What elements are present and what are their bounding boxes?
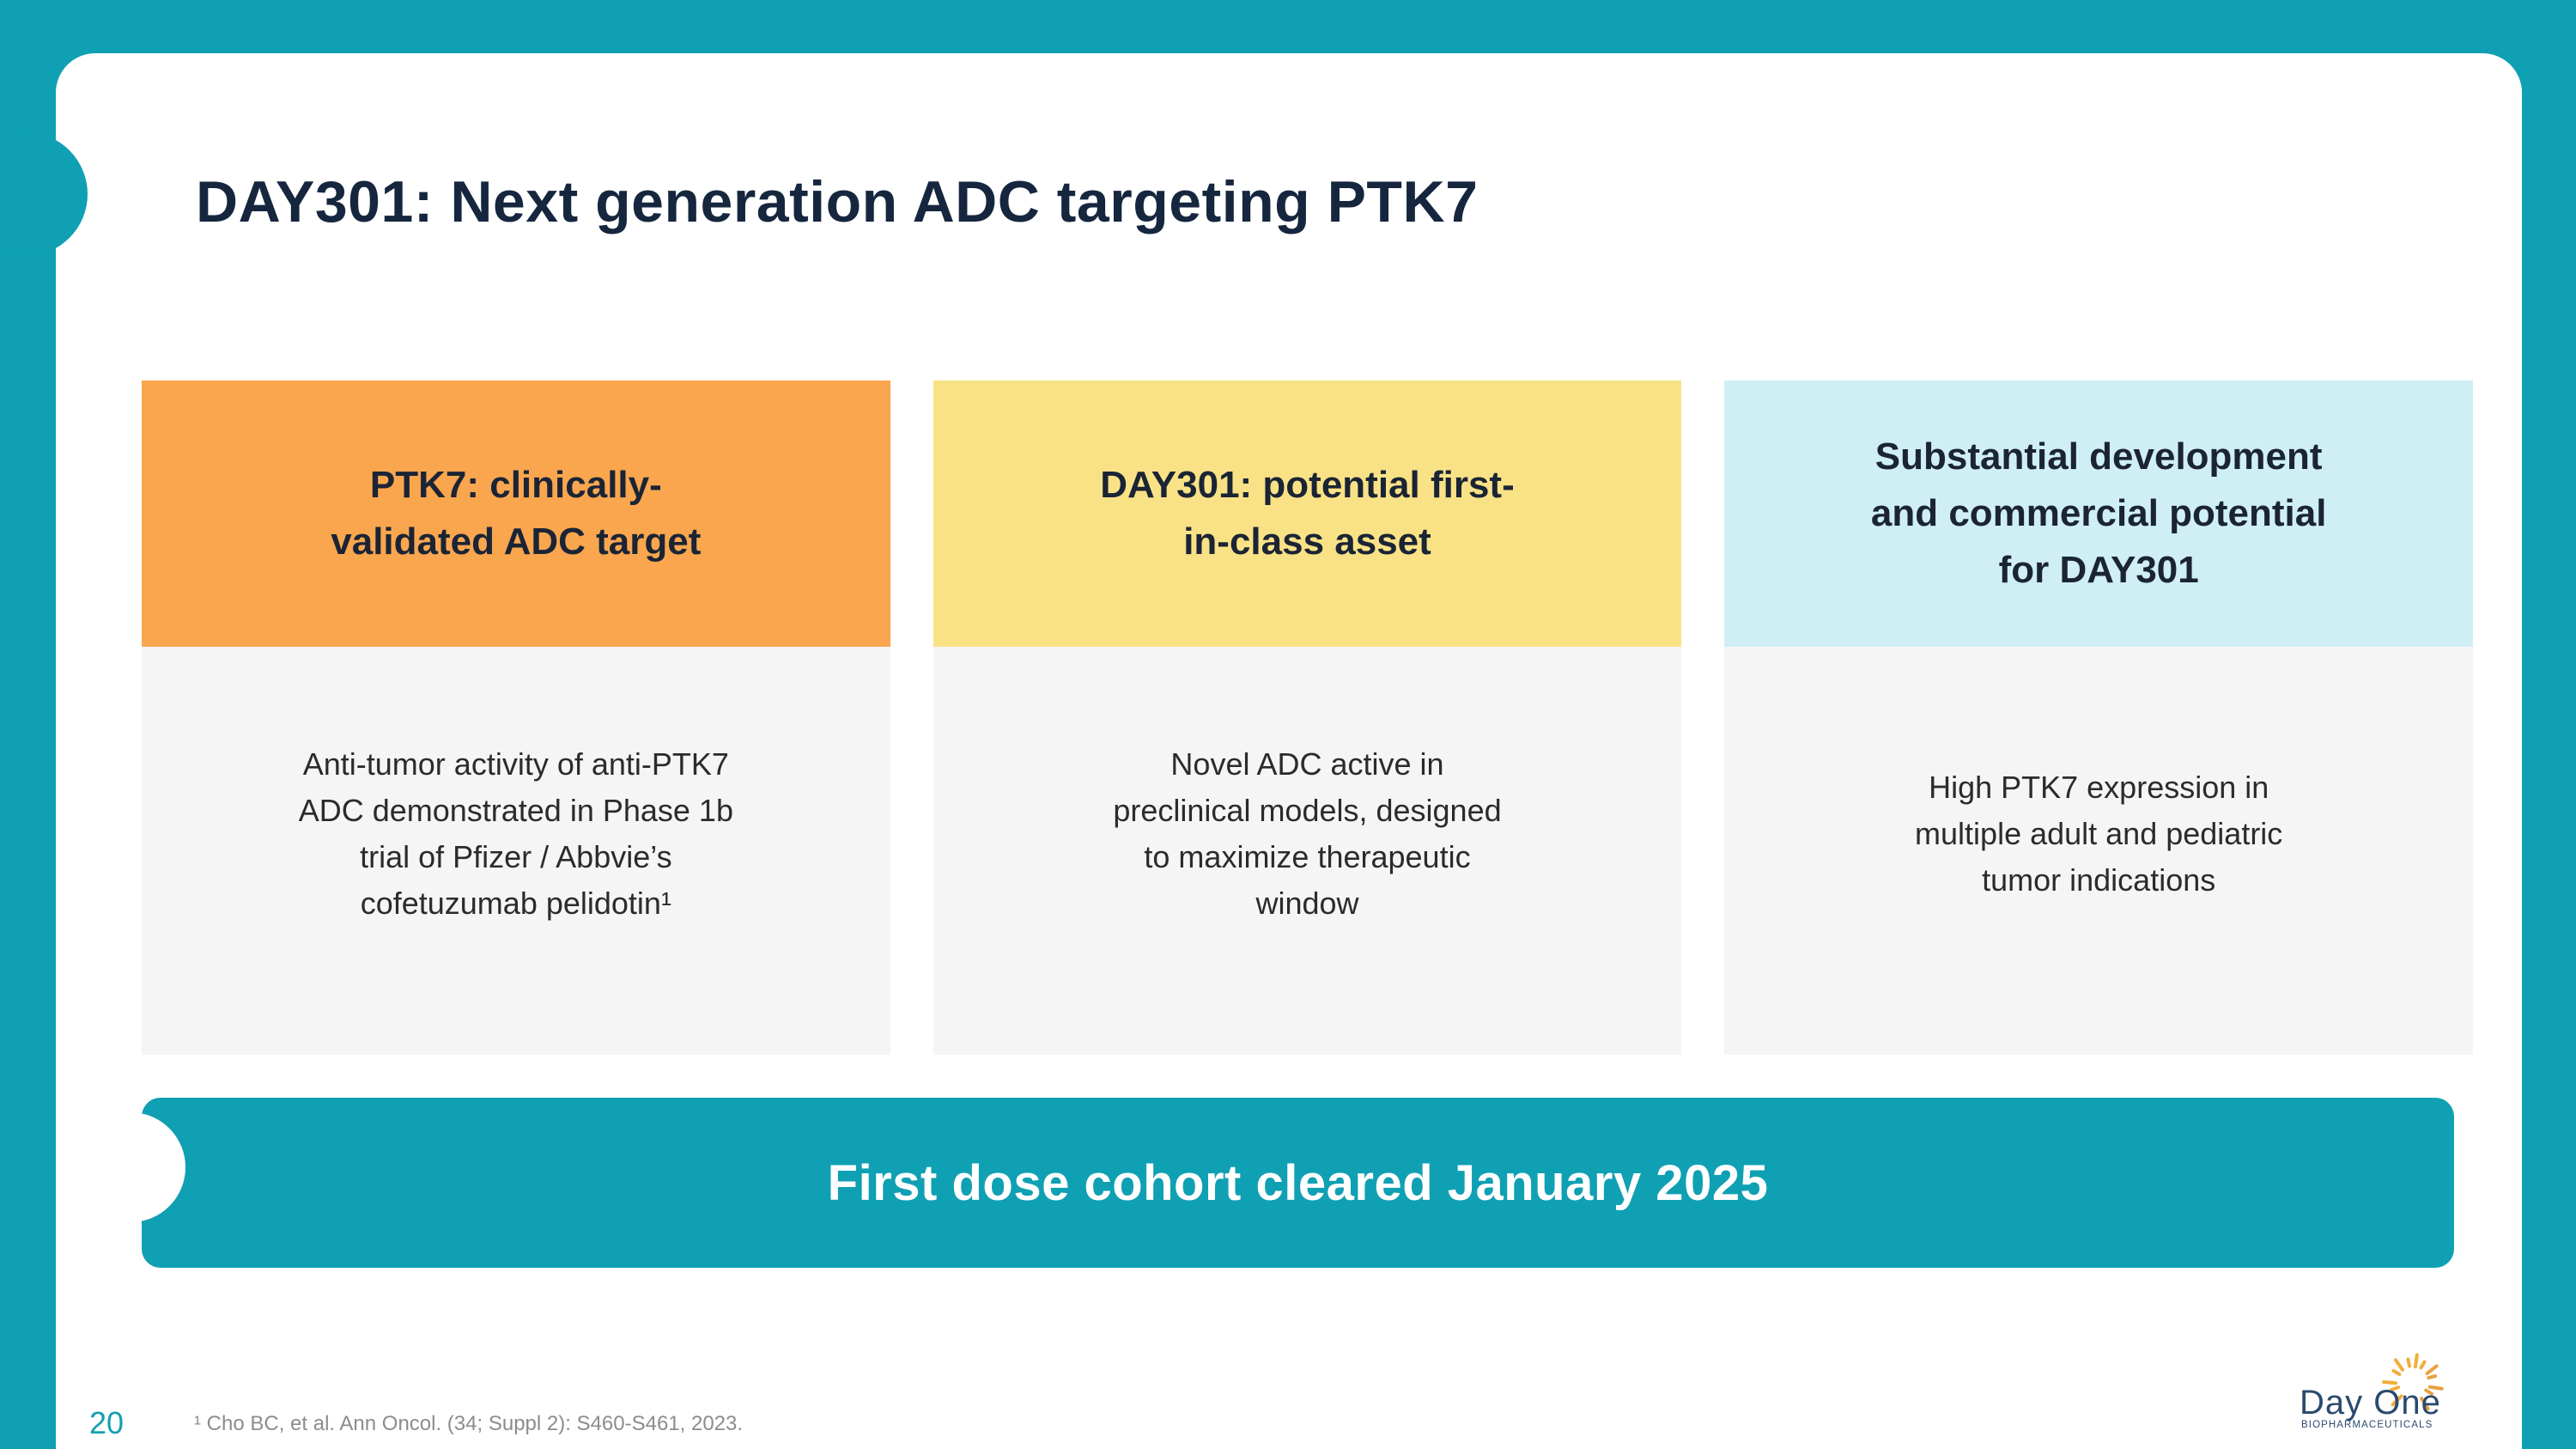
card-body-text: Novel ADC active in preclinical models, … [933, 647, 1682, 1055]
logo-subtext: BIOPHARMACEUTICALS [2301, 1420, 2433, 1430]
sun-ray [2406, 1357, 2412, 1368]
sun-ray [2424, 1363, 2439, 1376]
milestone-banner-text: First dose cohort cleared January 2025 [827, 1154, 1769, 1211]
card-body-text: High PTK7 expression in multiple adult a… [1724, 647, 2474, 1055]
card-day301-first-in-class: DAY301: potential first- in-class asset … [933, 381, 1682, 1055]
page-number: 20 [89, 1405, 125, 1440]
logo-wordmark: Day One [2300, 1384, 2441, 1422]
banner-notch-decoration [76, 1112, 185, 1222]
milestone-banner: First dose cohort cleared January 2025 [142, 1098, 2454, 1268]
card-commercial-potential: Substantial development and commercial p… [1724, 381, 2474, 1055]
slide-title: DAY301: Next generation ADC targeting PT… [196, 169, 1479, 234]
card-ptk7-validated-target: PTK7: clinically- validated ADC target A… [142, 381, 890, 1055]
footnote-citation: ¹ Cho BC, et al. Ann Oncol. (34; Suppl 2… [194, 1412, 744, 1435]
card-body-text: Anti-tumor activity of anti-PTK7 ADC dem… [142, 647, 890, 1055]
sun-ray [2413, 1353, 2420, 1369]
card-header-yellow: DAY301: potential first- in-class asset [933, 381, 1682, 647]
sun-ray [2418, 1359, 2427, 1371]
cards-row: PTK7: clinically- validated ADC target A… [142, 381, 2474, 1055]
card-header-cyan: Substantial development and commercial p… [1724, 381, 2474, 647]
card-header-orange: PTK7: clinically- validated ADC target [142, 381, 890, 647]
day-one-logo: Day One BIOPHARMACEUTICALS [2275, 1353, 2516, 1443]
